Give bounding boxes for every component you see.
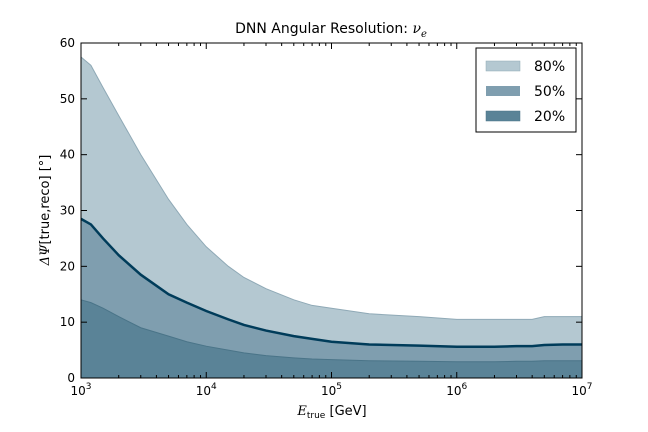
series-area-2	[81, 299, 582, 378]
legend-label: 50%	[534, 84, 565, 100]
plot-area	[80, 56, 582, 379]
y-axis: 0 10 20 30 40 50 60	[60, 36, 582, 385]
x-tick-label: 104	[196, 382, 217, 398]
x-tick-label: 103	[70, 382, 91, 398]
y-tick-label: 60	[60, 36, 75, 50]
legend: 80% 50% 20%	[475, 47, 577, 133]
y-tick-label: 40	[60, 148, 75, 162]
x-tick-label: 106	[446, 382, 467, 398]
y-tick-label: 0	[67, 371, 75, 385]
legend-swatch	[485, 110, 521, 122]
y-axis-label: ΔΨ[true,reco] [°]	[38, 155, 53, 267]
y-tick-label: 30	[60, 204, 75, 218]
series-area-1	[81, 218, 582, 378]
y-tick-label: 10	[60, 315, 75, 329]
y-tick-label: 20	[60, 259, 75, 273]
series-line-1	[80, 217, 582, 348]
legend-swatch	[486, 86, 520, 96]
legend-swatch	[485, 60, 521, 72]
plot-frame	[80, 42, 583, 379]
x-axis-label: Etrue [GeV]	[296, 404, 366, 421]
legend-label: 20%	[534, 109, 565, 125]
x-tick-label: 105	[321, 382, 342, 398]
x-tick-label: 107	[571, 382, 592, 398]
chart-title: DNN Angular Resolution: νe	[235, 21, 427, 40]
series-line-2	[80, 299, 582, 363]
series-line-0	[80, 56, 582, 320]
legend-label: 80%	[534, 59, 565, 75]
y-tick-label: 50	[60, 92, 75, 106]
series-area-0	[81, 56, 582, 379]
